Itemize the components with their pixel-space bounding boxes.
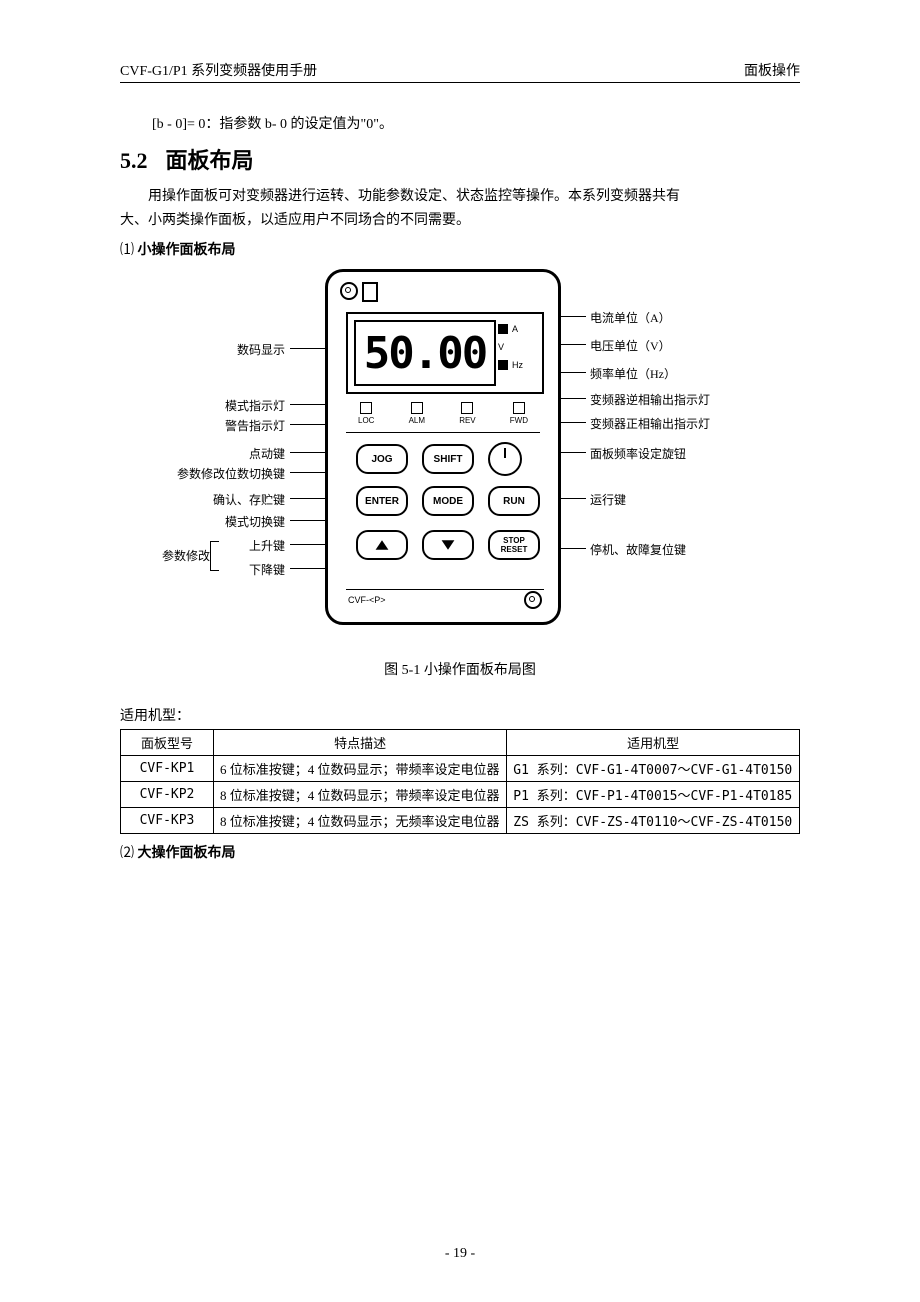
mode-button[interactable]: MODE	[422, 486, 474, 516]
subhead-2-title: 大操作面板布局	[138, 846, 236, 861]
lcd-display: 50.00	[354, 320, 496, 386]
led-row: LOC ALM REV FWD	[358, 402, 528, 425]
header-left: CVF-G1/P1 系列变频器使用手册	[120, 60, 317, 80]
callout-warn-led: 警告指示灯	[195, 417, 285, 434]
header-right: 面板操作	[744, 60, 800, 80]
jog-button[interactable]: JOG	[356, 444, 408, 474]
apply-label: 适用机型：	[120, 705, 800, 725]
run-button[interactable]: RUN	[488, 486, 540, 516]
callout-unit-v: 电压单位（V）	[590, 337, 671, 354]
led-fwd: FWD	[510, 402, 528, 425]
section-number: 5.2	[120, 148, 148, 173]
panel-model-label: CVF-<P>	[348, 595, 386, 605]
page-number: - 19 -	[0, 1246, 920, 1262]
callout-mode-led: 模式指示灯	[195, 397, 285, 414]
screw-icon	[340, 282, 358, 300]
callout-knob: 面板频率设定旋钮	[590, 445, 686, 462]
screw-icon	[524, 591, 542, 609]
callout-down: 下降键	[215, 561, 285, 578]
up-button[interactable]	[356, 530, 408, 560]
table-row: CVF-KP2 8 位标准按键；4 位数码显示；带频率设定电位器 P1 系列：C…	[121, 782, 800, 808]
paragraph-2: 大、小两类操作面板，以适应用户不同场合的不同需要。	[120, 209, 800, 233]
section-title: 5.2 面板布局	[120, 143, 800, 175]
callout-fwd-led: 变频器正相输出指示灯	[590, 415, 710, 432]
callout-unit-hz: 频率单位（Hz）	[590, 365, 676, 382]
th-model: 面板型号	[121, 730, 214, 756]
device-panel: 50.00 A V Hz LOC ALM REV FWD JOG SHIFT	[325, 269, 561, 625]
model-table: 面板型号 特点描述 适用机型 CVF-KP1 6 位标准按键；4 位数码显示；带…	[120, 729, 800, 834]
panel-footer: CVF-<P>	[346, 589, 544, 610]
figure-caption: 图 5-1 小操作面板布局图	[120, 659, 800, 679]
led-alm: ALM	[409, 402, 425, 425]
clip-icon	[362, 282, 378, 302]
callout-param-mod: 参数修改	[150, 547, 210, 564]
enter-button[interactable]: ENTER	[356, 486, 408, 516]
callout-run: 运行键	[590, 491, 626, 508]
subhead-2-num: ⑵	[120, 844, 134, 860]
table-row: CVF-KP1 6 位标准按键；4 位数码显示；带频率设定电位器 G1 系列：C…	[121, 756, 800, 782]
led-loc: LOC	[358, 402, 374, 425]
callout-display: 数码显示	[195, 341, 285, 358]
callout-up: 上升键	[215, 537, 285, 554]
note-line: [b - 0]= 0：指参数 b- 0 的设定值为"0"。	[152, 113, 800, 133]
subhead-1-num: ⑴	[120, 241, 134, 257]
down-button[interactable]	[422, 530, 474, 560]
th-apply: 适用机型	[507, 730, 800, 756]
table-header-row: 面板型号 特点描述 适用机型	[121, 730, 800, 756]
frequency-knob[interactable]	[488, 442, 522, 476]
subhead-1: ⑴ 小操作面板布局	[120, 239, 800, 259]
paragraph-1: 用操作面板可对变频器进行运转、功能参数设定、状态监控等操作。本系列变频器共有	[120, 185, 800, 209]
stop-reset-button[interactable]: STOP RESET	[488, 530, 540, 560]
figure-panel: 数码显示 模式指示灯 警告指示灯 点动键 参数修改位数切换键 确认、存贮键 模式…	[120, 269, 800, 629]
callout-enter: 确认、存贮键	[175, 491, 285, 508]
led-rev: REV	[459, 402, 475, 425]
subhead-1-title: 小操作面板布局	[138, 243, 236, 258]
page-header: CVF-G1/P1 系列变频器使用手册 面板操作	[120, 60, 800, 83]
callout-shift: 参数修改位数切换键	[150, 465, 285, 482]
callout-jog: 点动键	[195, 445, 285, 462]
callout-unit-a: 电流单位（A）	[590, 309, 671, 326]
shift-button[interactable]: SHIFT	[422, 444, 474, 474]
callout-mode-btn: 模式切换键	[195, 513, 285, 530]
subhead-2: ⑵ 大操作面板布局	[120, 842, 800, 862]
table-row: CVF-KP3 8 位标准按键；4 位数码显示；无频率设定电位器 ZS 系列：C…	[121, 808, 800, 834]
section-heading: 面板布局	[166, 148, 254, 173]
unit-indicators: A V Hz	[498, 320, 536, 374]
th-desc: 特点描述	[214, 730, 507, 756]
callout-stop: 停机、故障复位键	[590, 541, 686, 558]
lcd-frame: 50.00 A V Hz	[346, 312, 544, 394]
callout-rev-led: 变频器逆相输出指示灯	[590, 391, 710, 408]
